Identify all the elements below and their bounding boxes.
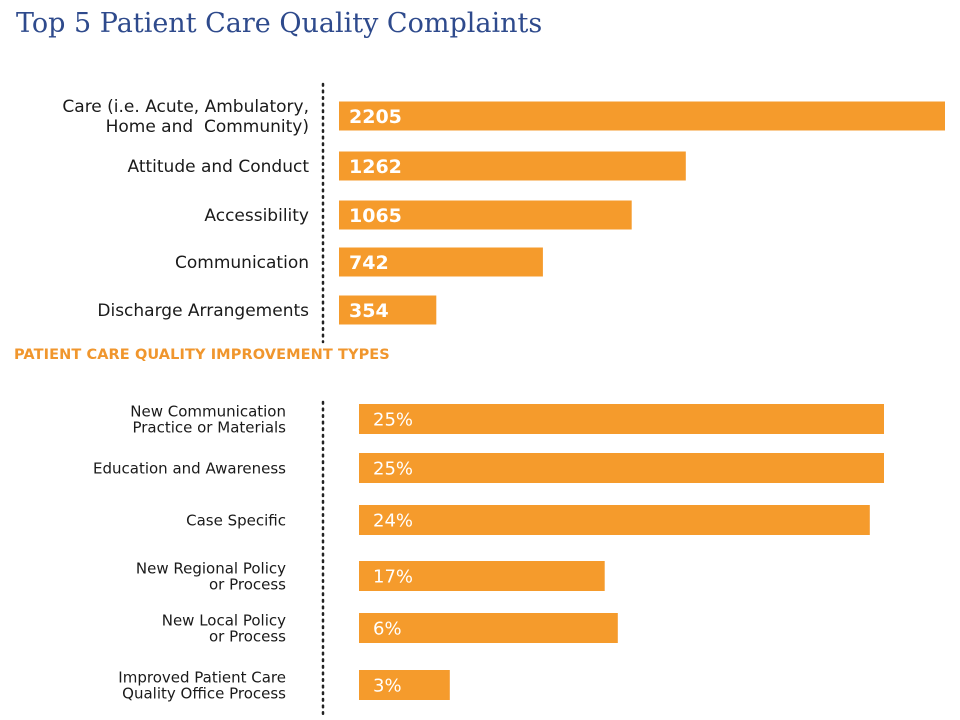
improvement-category-label-4: New Regional Policy bbox=[136, 559, 286, 577]
improvement-value-label-3: 24% bbox=[373, 510, 413, 531]
improvement-bar-3 bbox=[359, 505, 870, 535]
complaint-category-label-4: Communication bbox=[175, 253, 309, 273]
improvement-category-label-5: New Local Policy bbox=[162, 611, 286, 629]
complaint-bar-3 bbox=[339, 200, 632, 230]
improvement-category-label-1: New Communication bbox=[130, 402, 286, 420]
complaint-value-label-3: 1065 bbox=[349, 205, 402, 227]
complaint-value-label-5: 354 bbox=[349, 300, 389, 322]
complaint-category-label-5: Discharge Arrangements bbox=[97, 301, 309, 321]
improvement-category-label-2: Education and Awareness bbox=[93, 459, 286, 477]
improvement-bar-2 bbox=[359, 453, 884, 483]
improvement-category-label-6: Improved Patient Care bbox=[118, 668, 286, 686]
complaint-value-label-1: 2205 bbox=[349, 106, 402, 128]
complaint-category-label-2: Attitude and Conduct bbox=[128, 157, 310, 177]
complaint-bar-4 bbox=[339, 247, 543, 277]
improvement-value-label-2: 25% bbox=[373, 458, 413, 479]
section-title: PATIENT CARE QUALITY IMPROVEMENT TYPES bbox=[14, 347, 390, 363]
improvement-value-label-4: 17% bbox=[373, 566, 413, 587]
improvement-bar-5 bbox=[359, 613, 618, 643]
improvement-category-label-6: Quality Office Process bbox=[122, 684, 286, 702]
complaint-bar-1 bbox=[339, 101, 945, 131]
complaint-category-label-3: Accessibility bbox=[204, 206, 309, 226]
complaint-value-label-2: 1262 bbox=[349, 156, 402, 178]
complaint-category-label-1: Home and Community) bbox=[106, 117, 309, 137]
improvement-category-label-4: or Process bbox=[209, 575, 286, 593]
improvement-bar-6 bbox=[359, 670, 450, 700]
improvement-category-label-1: Practice or Materials bbox=[132, 418, 286, 436]
complaint-value-label-4: 742 bbox=[349, 252, 389, 274]
improvement-category-label-3: Case Specific bbox=[186, 511, 286, 529]
improvement-value-label-1: 25% bbox=[373, 409, 413, 430]
improvement-value-label-5: 6% bbox=[373, 618, 402, 639]
improvement-bar-4 bbox=[359, 561, 605, 591]
complaint-bar-2 bbox=[339, 151, 686, 181]
page-title: Top 5 Patient Care Quality Complaints bbox=[16, 8, 543, 39]
improvement-category-label-5: or Process bbox=[209, 627, 286, 645]
improvement-bar-1 bbox=[359, 404, 884, 434]
complaint-category-label-1: Care (i.e. Acute, Ambulatory, bbox=[62, 97, 309, 117]
improvement-value-label-6: 3% bbox=[373, 675, 402, 696]
complaint-bar-5 bbox=[339, 295, 437, 325]
